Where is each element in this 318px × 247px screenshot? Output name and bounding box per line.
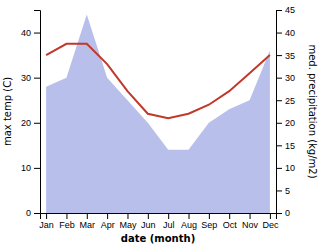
y2-tick-label: 30 bbox=[285, 73, 295, 83]
x-tick: Sep bbox=[201, 213, 217, 230]
x-tick: Nov bbox=[242, 213, 259, 230]
y-tick-mark bbox=[34, 168, 40, 169]
y2-tick-mark bbox=[276, 145, 282, 146]
y2-tick-label: 20 bbox=[285, 118, 295, 128]
y2-axis: 0 5 10 15 20 25 30 35 40 45 bbox=[276, 5, 295, 218]
y-tick-label: 0 bbox=[26, 208, 31, 218]
y2-tick: 25 bbox=[276, 96, 295, 106]
x-tick: Jun bbox=[141, 213, 156, 230]
y2-axis-title: med. precipitation (kg/m2) bbox=[307, 44, 318, 178]
x-tick-label: Jun bbox=[141, 220, 156, 230]
x-tick-mark bbox=[229, 213, 230, 219]
y2-tick: 45 bbox=[276, 5, 295, 15]
x-tick: Feb bbox=[59, 213, 75, 230]
x-tick-label: Mar bbox=[80, 220, 96, 230]
y2-tick-label: 0 bbox=[285, 208, 290, 218]
y-tick-mark bbox=[34, 33, 40, 34]
x-tick-mark bbox=[168, 213, 169, 219]
y2-tick-label: 15 bbox=[285, 141, 295, 151]
y2-tick-label: 45 bbox=[285, 5, 295, 15]
y2-tick: 15 bbox=[276, 141, 295, 151]
y-tick-mark bbox=[34, 78, 40, 79]
x-tick-mark bbox=[66, 213, 67, 219]
x-tick-mark bbox=[46, 213, 47, 219]
y-axis-line bbox=[34, 11, 41, 214]
y2-tick: 5 bbox=[276, 186, 290, 196]
y2-tick-mark bbox=[276, 168, 282, 169]
x-tick-label: Dec bbox=[262, 220, 279, 230]
x-tick: Jan bbox=[39, 213, 54, 230]
x-tick-mark bbox=[250, 213, 251, 219]
y2-tick-label: 5 bbox=[285, 186, 290, 196]
y2-tick-mark bbox=[276, 190, 282, 191]
y2-tick-mark bbox=[276, 33, 282, 34]
x-axis-line bbox=[41, 214, 277, 220]
y2-tick: 0 bbox=[276, 208, 290, 218]
y-tick: 20 bbox=[21, 118, 40, 128]
y-tick-mark bbox=[34, 123, 40, 124]
x-tick-mark bbox=[189, 213, 190, 219]
y2-tick-label: 35 bbox=[285, 50, 295, 60]
y-tick: 10 bbox=[21, 163, 40, 173]
y-tick-label: 10 bbox=[21, 163, 31, 173]
x-tick-label: Oct bbox=[223, 220, 238, 230]
x-tick: May bbox=[119, 213, 137, 230]
plot: Jan Feb Mar Apr May Jun Jul Aug Sep Oct NovDec 0 10 2… bbox=[21, 5, 295, 230]
y2-tick: 30 bbox=[276, 73, 295, 83]
x-tick: Jul bbox=[163, 213, 175, 230]
x-tick-label: May bbox=[119, 220, 137, 230]
y-tick-label: 40 bbox=[21, 28, 31, 38]
x-tick-mark bbox=[107, 213, 108, 219]
x-tick-label: Nov bbox=[242, 220, 259, 230]
x-tick: Dec bbox=[262, 213, 279, 230]
x-tick-mark bbox=[87, 213, 88, 219]
y2-tick: 10 bbox=[276, 163, 295, 173]
marks bbox=[46, 15, 270, 213]
y-axis-title: max temp (C) bbox=[2, 77, 13, 146]
y2-tick-mark bbox=[276, 10, 282, 11]
x-tick-label: Feb bbox=[59, 220, 75, 230]
y2-tick-mark bbox=[276, 123, 282, 124]
x-tick-mark bbox=[148, 213, 149, 219]
x-tick-mark bbox=[270, 213, 271, 219]
y2-tick-mark bbox=[276, 55, 282, 56]
x-tick-label: Apr bbox=[101, 220, 115, 230]
y2-tick-mark bbox=[276, 213, 282, 214]
chart: Jan Feb Mar Apr May Jun Jul Aug Sep Oct NovDec 0 10 2… bbox=[0, 0, 318, 247]
x-tick-label: Aug bbox=[181, 220, 197, 230]
x-tick-label: Jan bbox=[39, 220, 54, 230]
y2-tick-label: 10 bbox=[285, 163, 295, 173]
area bbox=[46, 15, 270, 213]
y-tick: 40 bbox=[21, 28, 40, 38]
x-tick: Mar bbox=[80, 213, 96, 230]
x-tick-label: Sep bbox=[201, 220, 217, 230]
x-tick: Apr bbox=[101, 213, 115, 230]
x-tick-label: Jul bbox=[163, 220, 175, 230]
x-axis-title: date (month) bbox=[121, 233, 195, 244]
y2-tick-label: 25 bbox=[285, 96, 295, 106]
y2-tick-mark bbox=[276, 78, 282, 79]
y-tick-label: 30 bbox=[21, 73, 31, 83]
y-tick-label: 20 bbox=[21, 118, 31, 128]
y-tick: 0 bbox=[26, 208, 40, 218]
y-tick: 30 bbox=[21, 73, 40, 83]
x-tick-mark bbox=[127, 213, 128, 219]
x-tick-mark bbox=[209, 213, 210, 219]
x-tick: Aug bbox=[181, 213, 197, 230]
y-axis: 0 10 20 30 40 bbox=[21, 11, 41, 219]
line bbox=[46, 44, 270, 118]
y-tick-mark bbox=[34, 213, 40, 214]
y2-tick: 20 bbox=[276, 118, 295, 128]
y2-tick-mark bbox=[276, 100, 282, 101]
y2-tick: 35 bbox=[276, 50, 295, 60]
y2-tick: 40 bbox=[276, 28, 295, 38]
x-axis: Jan Feb Mar Apr May Jun Jul Aug Sep Oct NovDec bbox=[39, 213, 279, 230]
y2-axis-line bbox=[277, 11, 283, 214]
x-tick: Oct bbox=[223, 213, 238, 230]
y2-tick-label: 40 bbox=[285, 28, 295, 38]
